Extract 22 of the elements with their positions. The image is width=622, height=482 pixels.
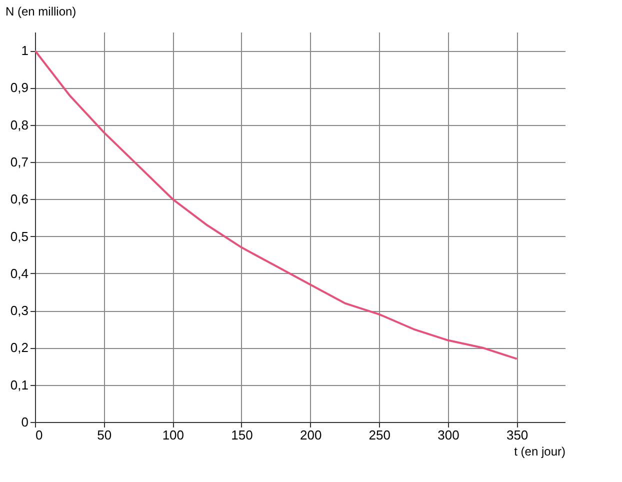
- y-tick-label: 0,7: [10, 154, 28, 170]
- y-tick-label: 0: [21, 414, 28, 430]
- y-tick-label: 0,8: [10, 117, 28, 132]
- y-tick-label: 0,3: [10, 303, 28, 318]
- x-axis-title: t (en jour): [514, 444, 566, 458]
- y-tick-label: 0,1: [10, 377, 28, 392]
- y-tick-label: 1: [21, 43, 28, 58]
- y-tick-label: 0,5: [10, 228, 28, 244]
- x-tick-label: 50: [97, 428, 112, 442]
- y-tick-label: 0,9: [10, 80, 28, 96]
- x-tick-label: 100: [162, 428, 184, 442]
- y-tick-label: 0,6: [10, 192, 28, 207]
- line-series: [35, 50, 518, 360]
- x-tick-label: 350: [506, 428, 528, 442]
- y-tick-label: 0,2: [10, 340, 28, 356]
- y-axis-title: N (en million): [6, 4, 76, 18]
- x-tick-label: 200: [300, 428, 322, 442]
- x-tick-label: 150: [231, 428, 253, 442]
- x-tick-label: 250: [368, 428, 391, 442]
- x-tick-label: 300: [438, 428, 460, 442]
- y-tick-label: 0,4: [10, 266, 28, 281]
- x-tick-label: 0: [36, 428, 43, 442]
